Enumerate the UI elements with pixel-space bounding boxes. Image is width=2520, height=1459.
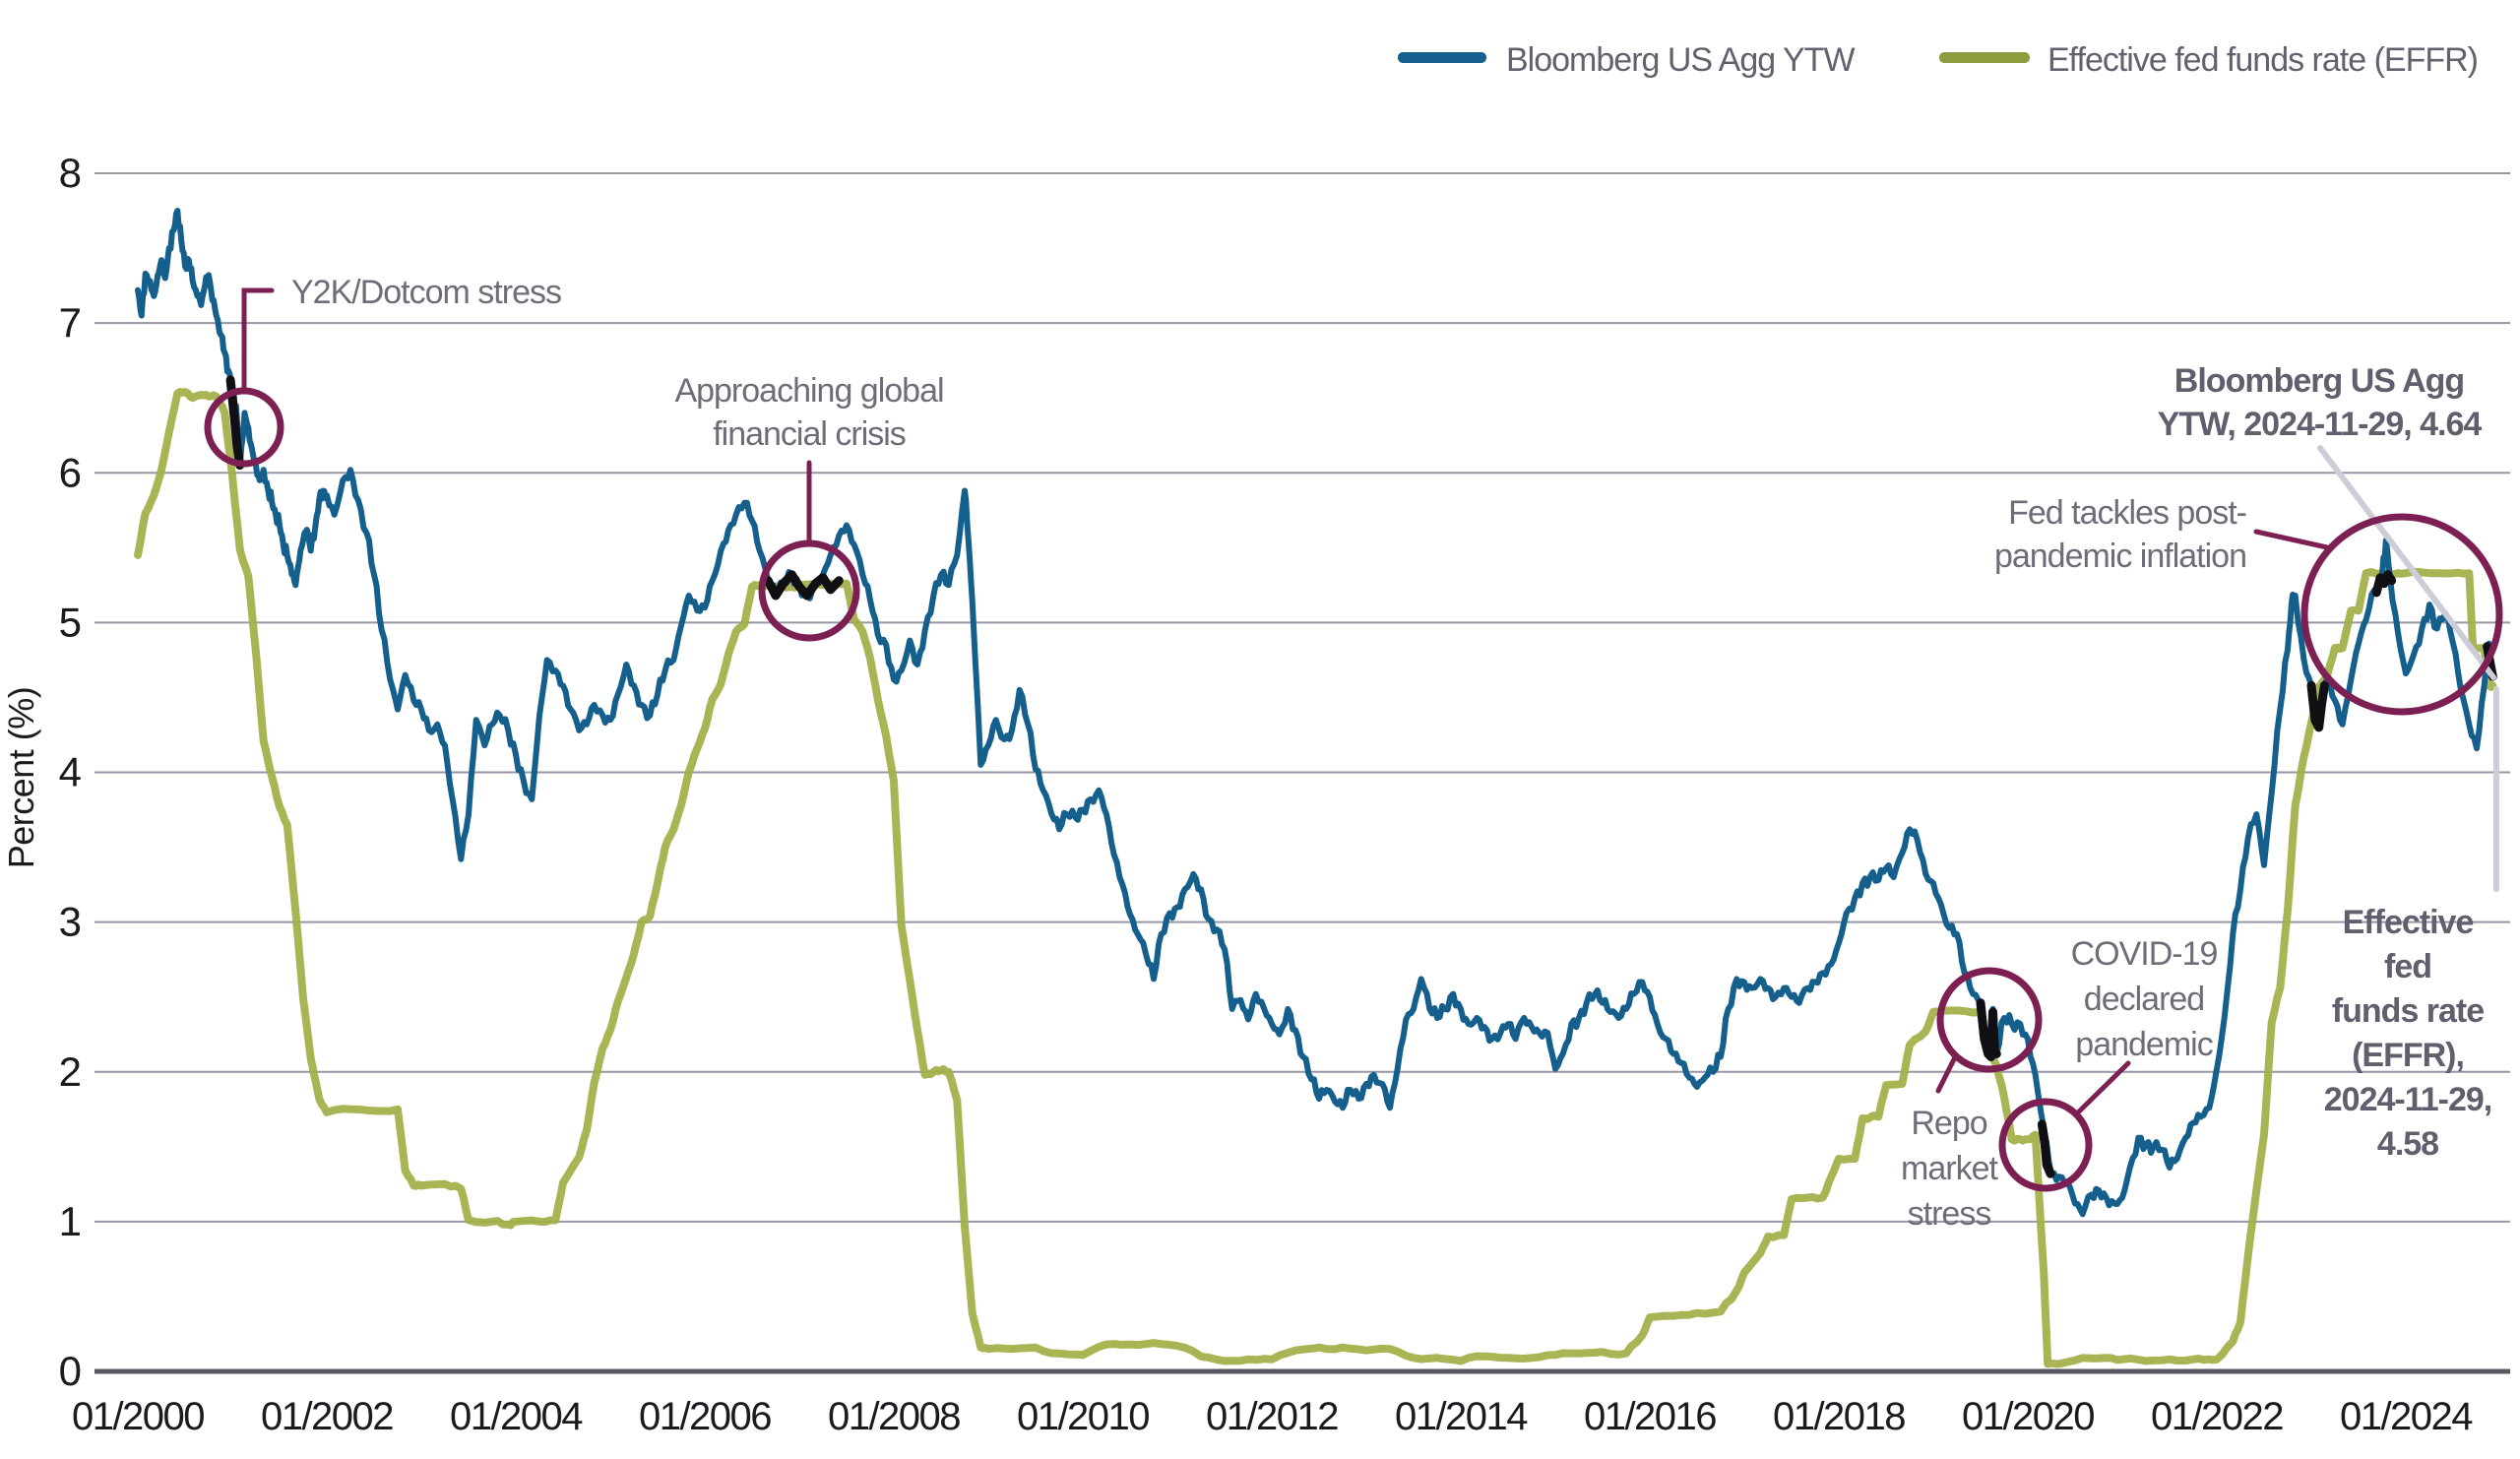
agg-endpoint-label-line2: YTW, 2024-11-29, 4.64 [2158,406,2483,443]
y2k-connector-line [241,287,275,393]
legend-swatch-agg [1398,52,1486,63]
y-tick-label: 0 [59,1348,81,1394]
y-tick-label: 2 [59,1048,81,1095]
effr-line [134,388,2497,1368]
covid-label-line1: COVID-19 [2071,935,2218,973]
covid-circle [1998,1098,2093,1192]
repo-circle [1936,967,2043,1073]
covid-label-line2: declared [2084,981,2204,1018]
x-tick-label: 01/2004 [450,1395,583,1438]
x-tick-label: 01/2020 [1962,1395,2094,1438]
effr-endpoint-label-line4: (EFFR), [2352,1037,2464,1074]
legend-label-agg: Bloomberg US Agg YTW [1506,41,1855,79]
repo-label-line1: Repo [1911,1105,1986,1142]
stress-segment-repo [1976,998,2001,1061]
y-tick-label: 3 [59,899,81,945]
stress-segment-covid [2037,1119,2055,1178]
stress-segment-tightening-peak [2371,570,2397,598]
x-tick-label: 01/2014 [1395,1395,1528,1438]
gfc-label-line2: financial crisis [713,415,906,453]
x-tick-label: 01/2022 [2151,1395,2283,1438]
repo-connector-line [1935,1052,1959,1094]
y-tick-label: 7 [59,299,81,346]
y-axis: 0 1 2 3 4 5 6 7 8 [59,150,2510,1394]
effr-endpoint-label-line5: 2024-11-29, [2324,1081,2492,1118]
effr-endpoint-label-line2: fed [2384,948,2431,985]
x-tick-label: 01/2002 [261,1395,393,1438]
series-group [134,208,2497,1368]
y-tick-label: 1 [59,1198,81,1244]
fed-tackles-label-line2: pandemic inflation [1994,538,2246,575]
x-tick-label: 01/2024 [2340,1395,2473,1438]
effr-endpoint-label-line3: funds rate [2332,992,2484,1030]
stress-segment-tightening-start [2306,680,2329,732]
fed-tackles-label-line1: Fed tackles post- [2008,494,2246,532]
y-tick-label: 4 [59,749,82,795]
y2k-label: Y2K/Dotcom stress [291,274,561,311]
effr-endpoint-label-line6: 4.58 [2377,1125,2438,1163]
repo-label-line2: market [1901,1150,1998,1187]
repo-label-line3: stress [1908,1195,1991,1233]
x-tick-label: 01/2016 [1584,1395,1716,1438]
agg-endpoint-label-line1: Bloomberg US Agg [2174,362,2464,400]
legend-swatch-effr [1939,52,2030,63]
legend: Bloomberg US Agg YTW Effective fed funds… [1398,41,2479,79]
covid-label-line3: pandemic [2075,1026,2213,1063]
annotation-marks [204,287,2503,1192]
x-tick-label: 01/2010 [1017,1395,1149,1438]
x-tick-label: 01/2012 [1206,1395,1338,1438]
x-axis: 01/2000 01/2002 01/2004 01/2006 01/2008 01/20… [72,1395,2475,1438]
legend-label-effr: Effective fed funds rate (EFFR) [2048,41,2478,79]
covid-connector-line [2074,1060,2131,1116]
x-tick-label: 01/2006 [639,1395,771,1438]
y-axis-title: Percent (%) [1,687,41,869]
leader-lines [2317,445,2499,892]
x-tick-label: 01/2000 [72,1395,204,1438]
effr-endpoint-label-line1: Effective [2343,904,2474,941]
gfc-label-line1: Approaching global [674,372,943,410]
fed-tackles-connector-line [2253,529,2330,550]
stress-segment-y2k [225,375,245,471]
stress-segment-gfc [763,570,844,601]
agg-endpoint-leader-line [2317,445,2496,680]
x-tick-label: 01/2018 [1773,1395,1905,1438]
annotation-texts: Y2K/Dotcom stress Approaching global fin… [291,274,2492,1233]
y-tick-label: 5 [59,599,81,645]
y-tick-label: 6 [59,449,81,495]
y-tick-label: 8 [59,150,81,196]
agg-ytw-line [135,208,2496,1218]
x-tick-label: 01/2008 [828,1395,960,1438]
fed-tightening-circle [2300,513,2503,716]
